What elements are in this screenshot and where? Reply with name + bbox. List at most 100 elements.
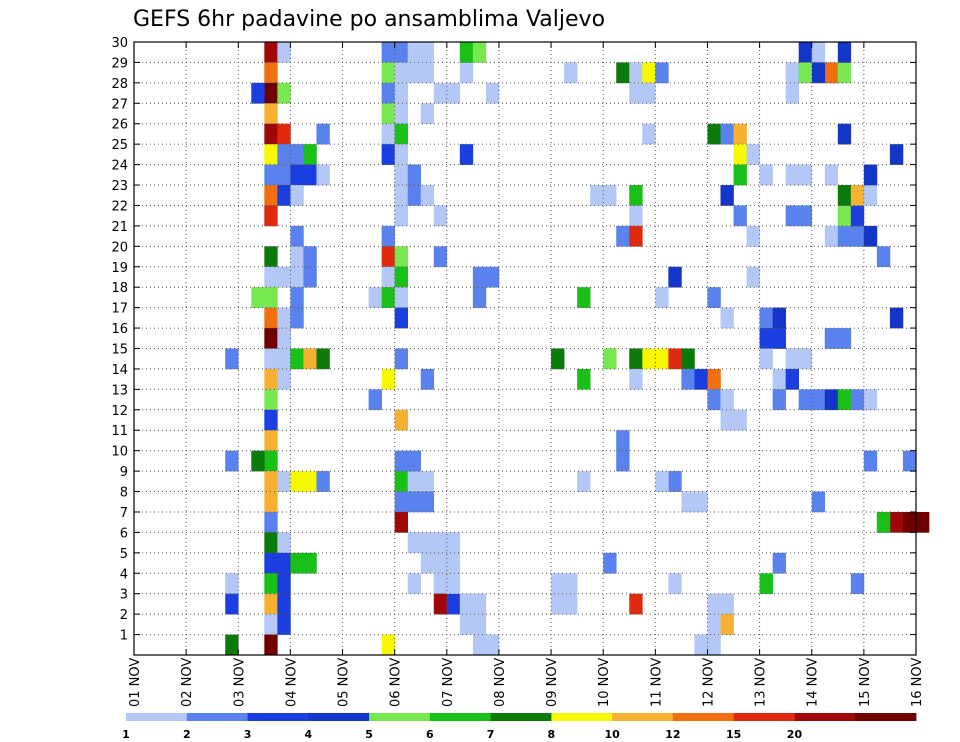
heatmap-cell-149: [472, 634, 487, 656]
x-tick-label-0: 01 NOV: [128, 658, 143, 707]
heatmap-cell-122: [420, 42, 435, 63]
heatmap-cell-42: [277, 614, 291, 635]
heatmap-cell-115: [420, 552, 435, 574]
heatmap-cell-40: [277, 593, 291, 615]
heatmap-cell-4: [264, 123, 278, 145]
heatmap-cell-34: [264, 532, 278, 554]
heatmap-cell-116: [433, 552, 448, 574]
colorbar-swatch-11: [794, 713, 856, 721]
heatmap-cell-36: [264, 552, 278, 574]
heatmap-cell-258: [798, 62, 813, 84]
heatmap-cell-187: [616, 430, 630, 451]
colorbar-swatch-5: [429, 713, 492, 721]
heatmap-cell-199: [720, 389, 734, 411]
heatmap-cell-259: [837, 42, 852, 63]
heatmap-cell-169: [629, 62, 643, 84]
heatmap-cell-59: [290, 287, 304, 308]
heatmap-cell-154: [485, 634, 500, 656]
y-tick-label-17: 17: [111, 302, 128, 317]
colorbar-swatch-1: [186, 713, 248, 721]
y-axis: 1234567891011121314151617181920212223242…: [111, 36, 916, 644]
heatmap-cell-61: [277, 328, 291, 349]
y-tick-label-19: 19: [111, 261, 128, 276]
heatmap-cell-10: [264, 185, 278, 206]
heatmap-cell-163: [577, 471, 591, 492]
heatmap-cell-43: [264, 634, 278, 656]
heatmap-cell-3: [264, 103, 278, 125]
y-tick-label-10: 10: [111, 445, 128, 460]
heatmap-cell-27: [264, 430, 278, 451]
heatmap-cell-52: [290, 185, 304, 206]
heatmap-cell-178: [642, 82, 656, 104]
heatmap-cell-223: [772, 389, 786, 411]
heatmap-cell-242: [889, 144, 904, 165]
heatmap-cell-28: [264, 450, 278, 472]
heatmap-cell-48: [303, 144, 317, 165]
heatmap-cell-123: [407, 450, 422, 472]
heatmap-cell-157: [551, 573, 565, 594]
heatmap-cell-274: [876, 511, 891, 533]
y-tick-label-4: 4: [120, 567, 128, 582]
heatmap-cell-82: [394, 82, 408, 104]
heatmap-cell-63: [303, 348, 317, 370]
heatmap-cell-233: [837, 225, 852, 247]
heatmap-cell-232: [824, 225, 839, 247]
colorbar-label-2: 2: [183, 728, 191, 741]
heatmap-cell-93: [394, 205, 408, 227]
colorbar-swatch-2: [247, 713, 309, 721]
heatmap-cell-280: [720, 614, 734, 635]
y-tick-label-13: 13: [111, 383, 128, 398]
heatmap-cell-210: [746, 225, 760, 247]
y-tick-label-15: 15: [111, 343, 128, 358]
heatmap-cell-150: [472, 287, 487, 308]
heatmap-cell-102: [394, 307, 408, 329]
heatmap-cell-37: [277, 552, 291, 574]
colorbar-swatch-8: [612, 713, 674, 721]
x-tick-label-1: 02 NOV: [180, 658, 195, 707]
heatmap-cell-113: [407, 532, 422, 554]
heatmap-cell-96: [394, 246, 408, 268]
heatmap-cell-207: [733, 164, 747, 186]
heatmap-cell-129: [420, 103, 435, 125]
heatmap-cell-170: [629, 348, 643, 370]
heatmap-cell-130: [420, 185, 435, 206]
heatmap-cell-23: [264, 368, 278, 390]
heatmap-cell-251: [798, 42, 813, 63]
heatmap-cell-29: [251, 450, 265, 472]
colorbar-swatch-12: [855, 713, 917, 721]
heatmap-cell-281: [694, 634, 708, 656]
heatmap-cell-245: [759, 164, 773, 186]
heatmap-cell-215: [772, 307, 786, 329]
heatmap-cell-275: [720, 593, 734, 615]
heatmap-cell-89: [394, 164, 408, 186]
y-tick-label-22: 22: [111, 199, 128, 214]
heatmap-cell-7: [277, 144, 291, 165]
heatmap-cell-49: [290, 164, 304, 186]
heatmap-cell-206: [746, 144, 760, 165]
heatmap-cell-106: [394, 409, 408, 431]
heatmap-cell-112: [394, 511, 408, 533]
heatmap-cell-60: [290, 307, 304, 329]
colorbar-label-15: 15: [726, 728, 741, 741]
heatmap-cell-180: [629, 185, 643, 206]
heatmap-cell-158: [564, 573, 578, 594]
heatmap-cell-197: [707, 368, 721, 390]
heatmap-cell-185: [629, 593, 643, 615]
heatmap-cell-173: [668, 348, 682, 370]
y-tick-label-20: 20: [111, 240, 128, 255]
heatmap-cell-105: [368, 389, 382, 411]
heatmap-cell-225: [811, 389, 826, 411]
heatmap-cell-9: [277, 164, 291, 186]
heatmap-cell-174: [681, 348, 695, 370]
colorbar-label-8: 8: [548, 728, 556, 741]
heatmap-cell-140: [459, 144, 474, 165]
heatmap-cell-66: [303, 471, 317, 492]
heatmap-cell-50: [303, 164, 317, 186]
heatmap-cell-234: [850, 225, 865, 247]
heatmap-cell-77: [381, 42, 395, 63]
heatmap-cell-78: [394, 42, 408, 63]
heatmap-cell-100: [381, 287, 395, 308]
x-tick-label-5: 06 NOV: [389, 658, 404, 707]
heatmap-cell-246: [759, 573, 773, 594]
colorbar-swatch-9: [672, 713, 735, 721]
